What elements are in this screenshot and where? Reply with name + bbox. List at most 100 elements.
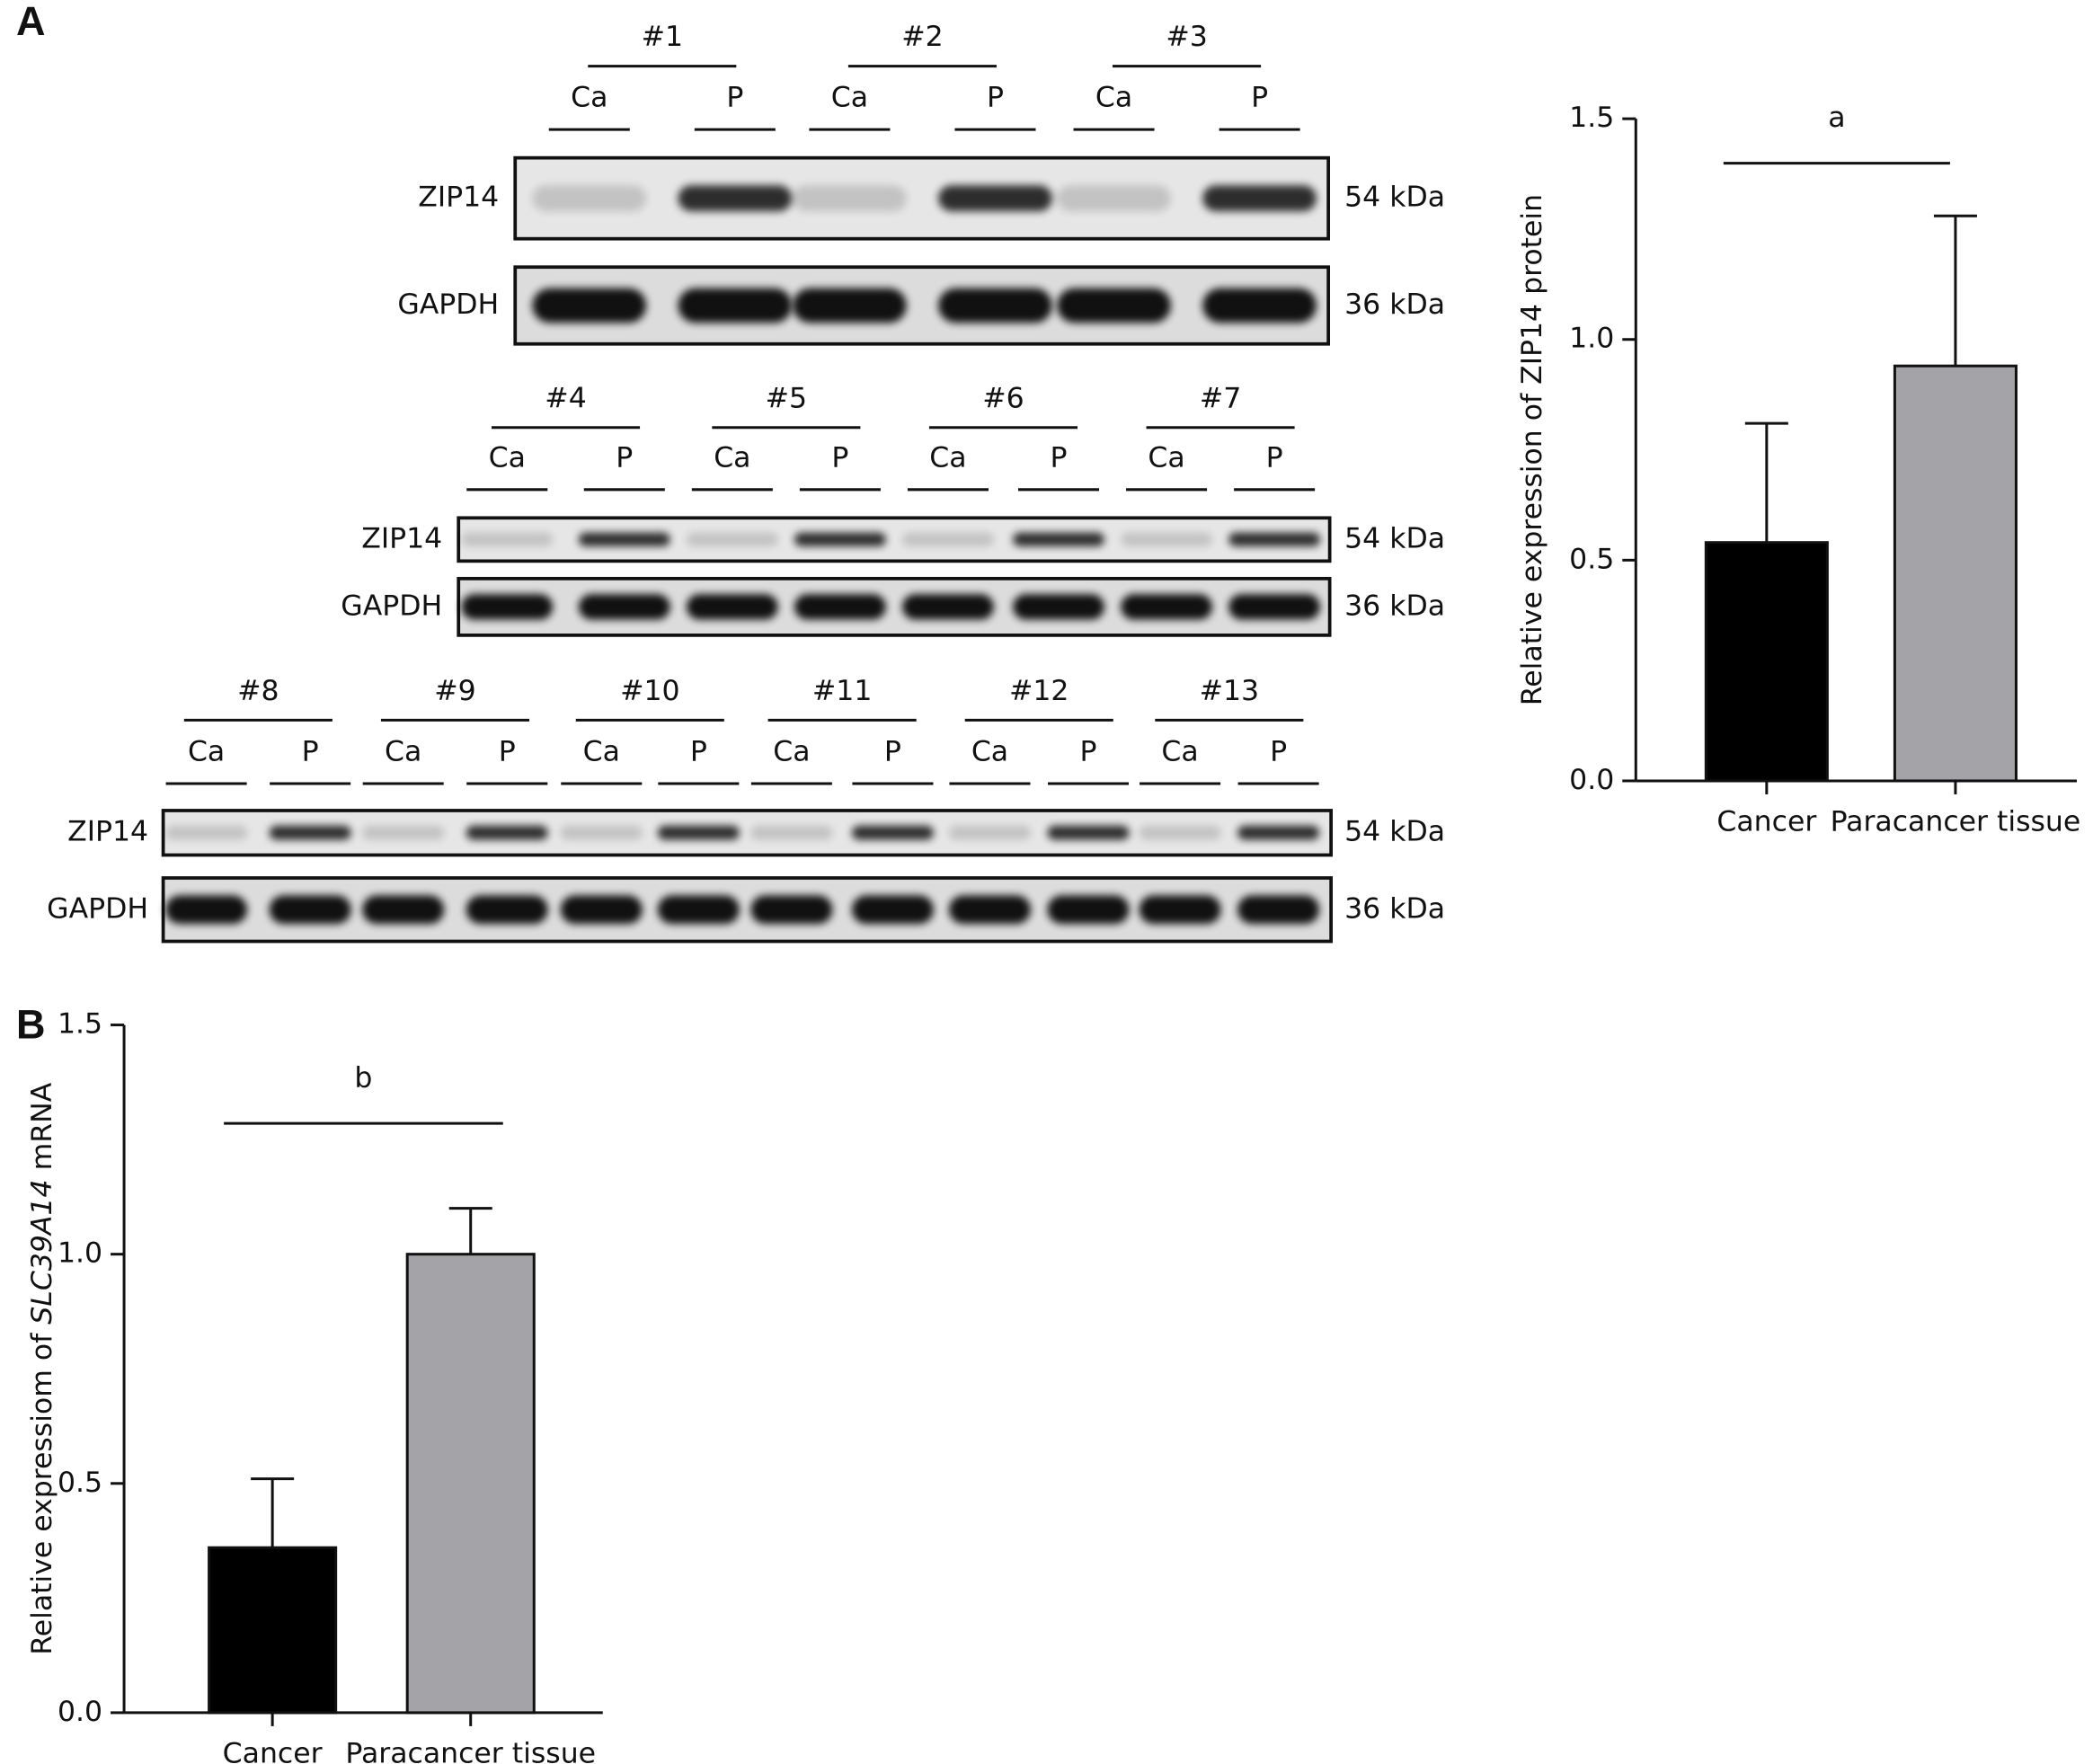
blot-band [1121,532,1212,547]
blot-band [1057,185,1171,212]
blot-band [750,895,833,925]
x-tick-label: Paracancer tissue [1831,805,2081,838]
sample-label: #4 [545,382,586,414]
blot-band [1121,594,1212,620]
blot-band [851,825,934,840]
sample-label: #1 [642,21,683,53]
bar [405,1253,536,1715]
blot-band [1228,532,1321,547]
y-tick-label: 0.5 [1569,543,1614,575]
sample-label: #8 [237,675,279,707]
blot-band [794,594,886,620]
protein-label: ZIP14 [67,816,148,848]
y-axis-label-part: Relative expression of ZIP14 protein [1516,194,1548,705]
blot-band [532,185,647,212]
x-tick-label: Paracancer tissue [345,1737,596,1764]
lane-label: P [884,735,901,767]
y-axis-label: Relative expressiom of SLC39A14 mRNA [26,1082,58,1654]
blot-band [362,895,445,925]
blot-band [165,895,248,925]
protein-label: ZIP14 [361,522,442,554]
blot-band [948,895,1031,925]
blot-band [678,288,793,324]
blot-band [938,288,1052,324]
bar [1704,541,1829,783]
blot-band [269,825,351,840]
lane-label: P [1251,82,1268,114]
size-label: 36 kDa [1344,589,1445,622]
blot-band [1057,288,1171,324]
blot-band [1228,594,1321,620]
blot-band [1139,895,1221,925]
y-axis-label-part: Relative expressiom of [26,1325,58,1655]
blot-band [678,185,793,212]
lane-label: P [831,441,848,474]
y-axis-label-part: SLC39A14 [26,1179,58,1324]
y-tick-label: 0.5 [58,1467,102,1499]
blot-band [560,825,643,840]
size-label: 54 kDa [1344,522,1445,554]
lane-label: Ca [385,735,421,767]
lane-label: Ca [571,82,608,114]
blot-band [686,532,778,547]
y-tick-label: 1.0 [1569,323,1614,355]
blot-band [657,825,740,840]
blot-membrane [513,265,1331,346]
panel-label: A [16,0,46,44]
bar [208,1546,338,1715]
size-label: 54 kDa [1344,816,1445,848]
lane-label: P [1051,441,1068,474]
blot-band [461,594,554,620]
lane-label: P [1266,441,1283,474]
blot-band [794,532,886,547]
lane-label: P [690,735,707,767]
sample-label: #13 [1200,675,1259,707]
lane-label: Ca [583,735,620,767]
lane-label: P [499,735,516,767]
x-tick-label: Cancer [1716,805,1816,838]
lane-label: Ca [929,441,966,474]
blot-band [686,594,778,620]
blot-band [938,185,1052,212]
blot-band [1237,825,1320,840]
lane-label: P [302,735,319,767]
sample-label: #10 [620,675,679,707]
lane-label: P [1270,735,1287,767]
y-tick-label: 1.5 [58,1008,102,1041]
y-tick-label: 1.0 [58,1237,102,1270]
lane-label: P [1080,735,1097,767]
significance-label: a [1828,102,1845,134]
blot-band [269,895,351,925]
sample-label: #7 [1200,382,1241,414]
blot-band [578,594,670,620]
lane-label: Ca [971,735,1008,767]
blot-band [560,895,643,925]
lane-label: Ca [773,735,810,767]
lane-label: P [726,82,743,114]
size-label: 54 kDa [1344,182,1445,214]
lane-label: Ca [489,441,526,474]
blot-band [793,288,907,324]
blot-band [657,895,740,925]
blot-band [750,825,833,840]
blot-band [1047,895,1130,925]
lane-label: Ca [714,441,750,474]
lane-label: P [987,82,1004,114]
y-tick-label: 1.5 [1569,102,1614,134]
protein-label: ZIP14 [418,182,499,214]
sample-label: #5 [766,382,807,414]
sample-label: #9 [434,675,475,707]
panel-label: B [16,1001,46,1047]
y-axis-label: Relative expression of ZIP14 protein [1516,194,1548,705]
protein-label: GAPDH [341,589,442,622]
y-tick-label: 0.0 [58,1696,102,1728]
blot-band [461,532,554,547]
blot-band [793,185,907,212]
size-label: 36 kDa [1344,892,1445,925]
blot-band [1237,895,1320,925]
lane-label: Ca [831,82,868,114]
lane-label: P [616,441,633,474]
size-label: 36 kDa [1344,288,1445,321]
